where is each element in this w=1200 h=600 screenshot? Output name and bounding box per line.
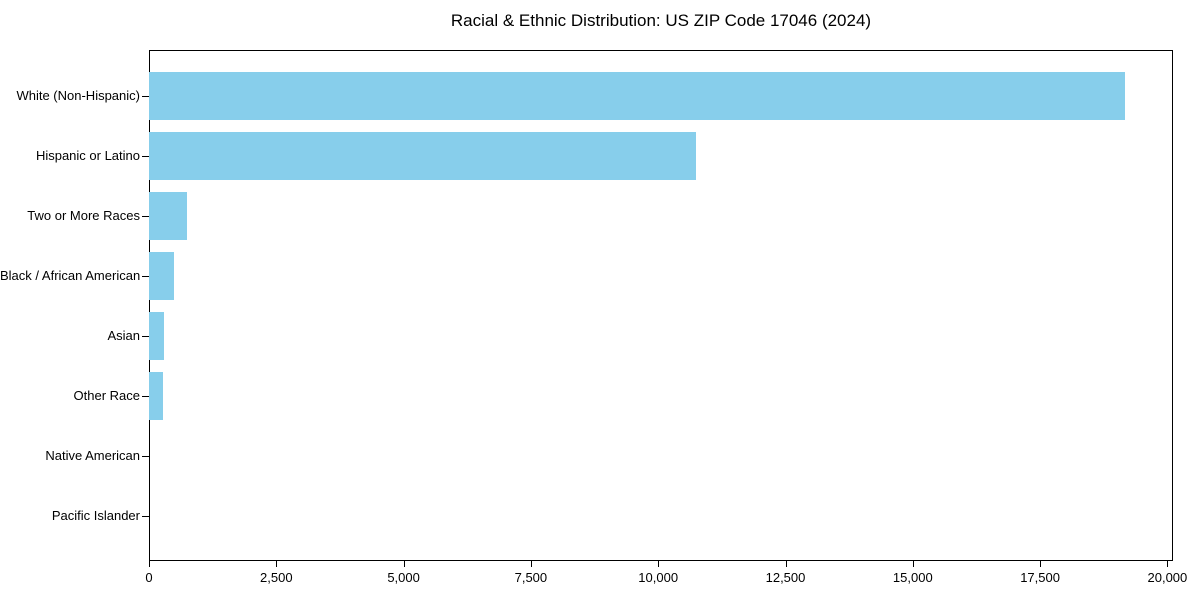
y-tick-mark — [142, 396, 149, 397]
y-tick-label-two-or-more-races: Two or More Races — [27, 208, 140, 223]
x-tick-mark — [1167, 561, 1169, 567]
x-tick-mark — [1040, 561, 1042, 567]
x-tick-mark — [149, 561, 150, 567]
y-tick-mark — [142, 456, 149, 457]
bar-hispanic-or-latino — [149, 132, 696, 180]
x-tick-mark — [530, 561, 532, 567]
y-tick-mark — [142, 336, 149, 337]
x-tick-label-12500: 12,500 — [765, 570, 806, 585]
y-tick-label-pacific-islander: Pacific Islander — [51, 508, 140, 523]
chart-title: Racial & Ethnic Distribution: US ZIP Cod… — [450, 11, 872, 30]
y-tick-mark — [142, 156, 149, 157]
y-tick-label-hispanic-or-latino: Hispanic or Latino — [35, 148, 140, 163]
x-tick-label-10000: 10,000 — [638, 570, 679, 585]
y-tick-label-other-race: Other Race — [73, 388, 140, 403]
x-tick-label-0: 0 — [145, 570, 153, 585]
x-tick-mark — [403, 561, 405, 567]
y-tick-mark — [142, 276, 149, 277]
y-tick-mark — [142, 216, 149, 217]
x-tick-label-15000: 15,000 — [892, 570, 933, 585]
y-tick-mark — [142, 516, 149, 517]
y-tick-label-black-african-american: Black / African American — [0, 268, 141, 283]
plot-area — [149, 50, 1173, 561]
bar-other-race — [149, 372, 163, 420]
x-tick-label-7500: 7,500 — [514, 570, 548, 585]
bar-two-or-more-races — [149, 192, 188, 240]
y-tick-label-asian: Asian — [107, 328, 140, 343]
x-tick-label-2500: 2,500 — [260, 570, 293, 585]
y-tick-label-native-american: Native American — [45, 448, 140, 463]
x-tick-label-20000: 20,000 — [1147, 570, 1188, 585]
bar-black-african-american — [149, 252, 174, 300]
bar-white-non-hispanic — [149, 72, 1126, 120]
x-tick-mark — [658, 561, 660, 567]
y-tick-mark — [142, 96, 149, 97]
y-tick-label-white-non-hispanic: White (Non-Hispanic) — [16, 88, 140, 103]
x-tick-mark — [276, 561, 278, 567]
x-tick-label-5000: 5,000 — [387, 570, 420, 585]
x-tick-mark — [785, 561, 787, 567]
x-tick-label-17500: 17,500 — [1020, 570, 1060, 585]
x-tick-mark — [912, 561, 914, 567]
bar-asian — [149, 312, 165, 360]
